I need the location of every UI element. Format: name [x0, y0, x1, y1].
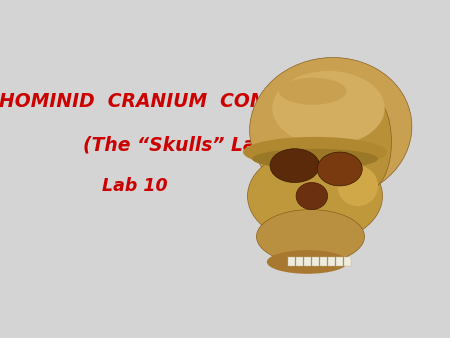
- Ellipse shape: [317, 152, 362, 186]
- FancyBboxPatch shape: [336, 257, 343, 266]
- FancyBboxPatch shape: [304, 257, 311, 266]
- Ellipse shape: [272, 71, 385, 145]
- Text: (The “Skulls” Lab): (The “Skulls” Lab): [83, 136, 277, 155]
- Ellipse shape: [256, 210, 365, 264]
- Text: HOMINID  CRANIUM  COMPARISON: HOMINID CRANIUM COMPARISON: [0, 92, 361, 111]
- Ellipse shape: [267, 250, 348, 274]
- Ellipse shape: [279, 78, 346, 105]
- Ellipse shape: [346, 95, 392, 189]
- Ellipse shape: [250, 57, 412, 199]
- FancyBboxPatch shape: [328, 257, 335, 266]
- Text: Lab 10: Lab 10: [102, 177, 168, 195]
- Ellipse shape: [338, 166, 378, 206]
- FancyBboxPatch shape: [320, 257, 327, 266]
- Ellipse shape: [270, 149, 320, 183]
- FancyBboxPatch shape: [288, 257, 295, 266]
- Ellipse shape: [296, 183, 328, 210]
- Ellipse shape: [252, 149, 378, 169]
- Ellipse shape: [248, 149, 382, 243]
- FancyBboxPatch shape: [312, 257, 319, 266]
- FancyBboxPatch shape: [344, 257, 351, 266]
- Ellipse shape: [243, 137, 387, 167]
- FancyBboxPatch shape: [296, 257, 303, 266]
